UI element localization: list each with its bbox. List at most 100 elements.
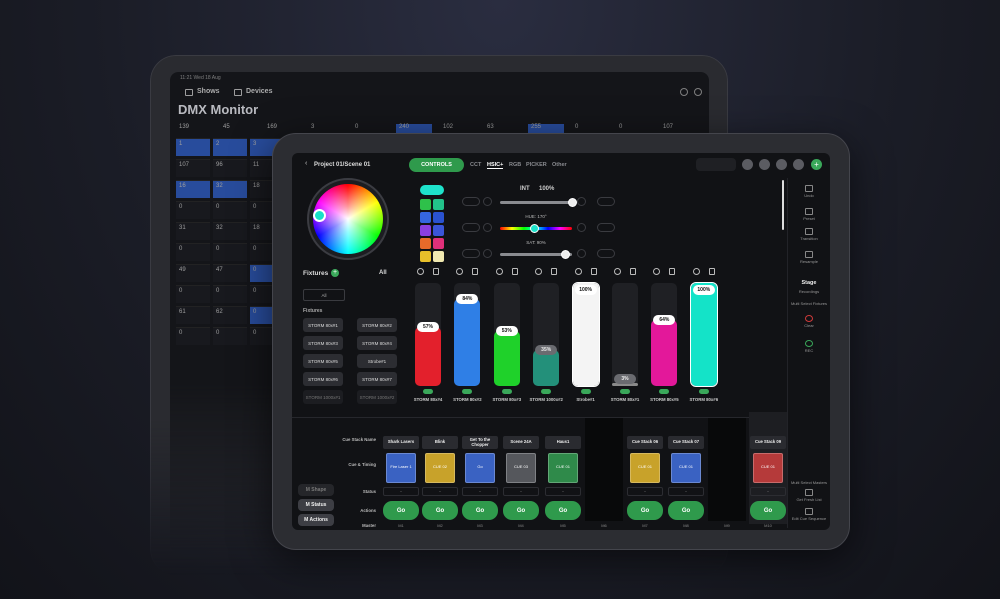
fader-icon[interactable] (669, 268, 676, 275)
cue-box[interactable]: CUE 01 (671, 453, 701, 483)
mode-tab[interactable]: RGB (509, 162, 522, 168)
cue-box[interactable]: CUE 03 (506, 453, 536, 483)
sidebar-icon[interactable] (805, 508, 813, 515)
icon[interactable] (694, 88, 702, 96)
fader-icon[interactable] (433, 268, 439, 275)
sidebar-item[interactable]: Recordings (798, 289, 820, 294)
swatch[interactable] (420, 212, 431, 223)
swatch[interactable] (420, 238, 431, 249)
sidebar-icon[interactable] (805, 228, 813, 235)
fader-toggle[interactable] (501, 389, 512, 394)
sidebar-icon[interactable] (805, 340, 813, 347)
step-button[interactable] (483, 197, 492, 206)
tab[interactable]: Devices (246, 88, 273, 95)
fader-icon[interactable] (692, 268, 700, 275)
mode-tab[interactable]: HSIC+ (487, 162, 504, 169)
sidebar-item[interactable]: Undo (804, 193, 814, 198)
step-button[interactable] (483, 249, 492, 258)
fader-icon[interactable] (456, 268, 464, 275)
fader-toggle[interactable] (659, 389, 670, 394)
swatch[interactable] (433, 251, 444, 262)
fader-icon[interactable] (551, 268, 558, 275)
swatch[interactable] (420, 185, 444, 195)
step-button[interactable] (597, 197, 615, 206)
go-button[interactable]: Go (383, 501, 419, 520)
mode-tab[interactable]: CCT (470, 162, 482, 168)
swatch[interactable] (433, 199, 444, 210)
step-button[interactable] (462, 223, 480, 232)
fader-fill[interactable] (689, 282, 718, 387)
fader-toggle[interactable] (620, 389, 630, 394)
step-button[interactable] (597, 223, 615, 232)
fixture-button[interactable]: Strobe#1 (357, 354, 397, 368)
cue-box[interactable]: CUE 01 (630, 453, 660, 483)
fader-fill[interactable] (571, 282, 600, 387)
sidebar-item[interactable]: Resample (799, 259, 818, 264)
mode-tab[interactable]: PICKER (526, 162, 547, 168)
go-button[interactable]: Go (750, 501, 786, 520)
filter[interactable]: All (379, 270, 387, 276)
fixture-button[interactable]: STORM 80x#7 (357, 372, 397, 386)
cue-box[interactable]: CUE 01 (753, 453, 783, 483)
step-button[interactable] (462, 197, 480, 206)
fader-fill[interactable] (612, 382, 638, 386)
breadcrumb[interactable]: Project 01/Scene 01 (314, 162, 371, 168)
mode-tab[interactable]: Other (552, 162, 567, 168)
fader-icon[interactable] (590, 268, 597, 275)
fader-toggle[interactable] (541, 389, 552, 394)
fixture-button[interactable]: STORM 80x#4 (357, 336, 397, 350)
step-button[interactable] (577, 197, 586, 206)
cue-box[interactable]: CUE 02 (425, 453, 455, 483)
fader-icon[interactable] (653, 268, 661, 275)
bottom-button[interactable]: M Status (298, 499, 334, 511)
go-button[interactable]: Go (668, 501, 704, 520)
fader-fill[interactable] (651, 320, 678, 386)
add-fixture[interactable]: + (331, 269, 339, 277)
icon-button[interactable] (742, 159, 753, 170)
sidebar-icon[interactable] (805, 489, 813, 496)
cue-box[interactable]: CUE 01 (548, 453, 578, 483)
fader-icon[interactable] (630, 268, 636, 275)
swatch[interactable] (433, 212, 444, 223)
mode-button[interactable]: CONTROLS (409, 158, 464, 172)
go-button[interactable]: Go (422, 501, 458, 520)
swatch[interactable] (433, 238, 444, 249)
sidebar-item[interactable]: REC (804, 348, 814, 353)
step-button[interactable] (462, 249, 480, 258)
slider-handle[interactable] (568, 198, 577, 207)
sidebar-item[interactable]: Preset (803, 216, 815, 221)
fixture-button[interactable]: STORM 1000x#1 (303, 390, 343, 404)
fader-toggle[interactable] (580, 389, 591, 394)
fader-icon[interactable] (574, 268, 582, 275)
cue-box[interactable]: Fire Laser 1 (386, 453, 416, 483)
tab[interactable]: Shows (197, 88, 220, 95)
fixture-button[interactable]: STORM 80x#3 (303, 336, 343, 350)
sidebar-item[interactable]: Edit Cue Sequence (791, 516, 827, 521)
fader-fill[interactable] (454, 299, 481, 386)
fader-icon[interactable] (614, 268, 621, 275)
fader-icon[interactable] (708, 268, 715, 275)
fixture-button[interactable]: STORM 80x#2 (357, 318, 397, 332)
step-button[interactable] (577, 249, 586, 258)
fixture-button[interactable]: STORM 80x#5 (303, 354, 343, 368)
icon[interactable] (680, 88, 688, 96)
add-button[interactable]: + (811, 159, 822, 170)
go-button[interactable]: Go (627, 501, 663, 520)
fader-icon[interactable] (472, 268, 479, 275)
swatch[interactable] (420, 251, 431, 262)
fixture-button[interactable]: STORM 80x#1 (303, 318, 343, 332)
sidebar-icon[interactable] (805, 251, 813, 258)
step-button[interactable] (577, 223, 586, 232)
sidebar-item[interactable]: Multi Select Fixtures (791, 301, 828, 306)
swatch[interactable] (433, 225, 444, 236)
fader-fill[interactable] (493, 331, 520, 386)
fixture-button[interactable]: STORM 1000x#2 (357, 390, 397, 404)
group-button[interactable]: All (303, 289, 345, 301)
sidebar-icon[interactable] (805, 208, 813, 215)
slider-handle[interactable] (560, 250, 570, 259)
fader-toggle[interactable] (698, 389, 709, 394)
sidebar-item[interactable]: Stage (801, 280, 817, 286)
step-button[interactable] (483, 223, 492, 232)
cue-box[interactable]: Go (465, 453, 495, 483)
sidebar-item[interactable]: Multi Select Masters (791, 480, 828, 485)
